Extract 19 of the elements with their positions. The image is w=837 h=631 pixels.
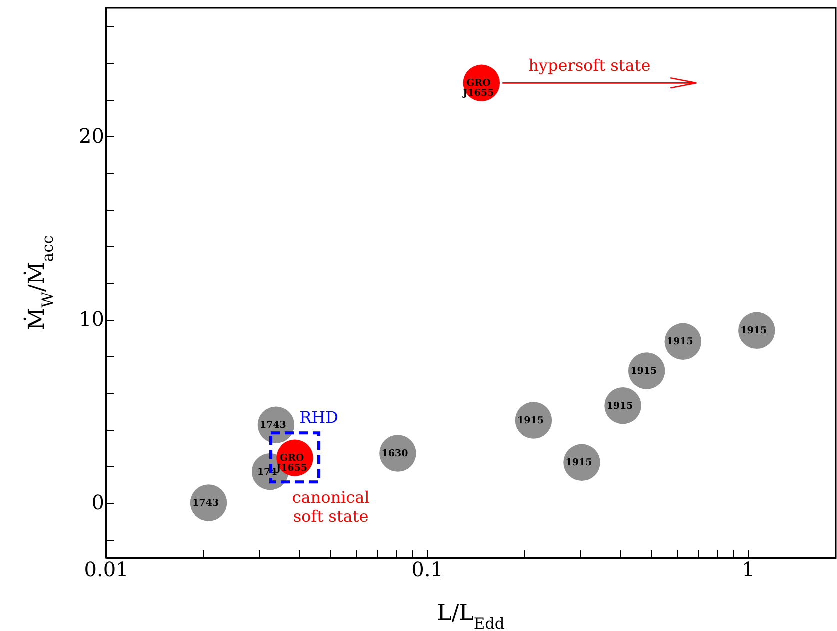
annotation: RHD [300,408,338,428]
annotation: 1743 [260,420,286,432]
y-tick-label: 20 [79,124,104,148]
annotation: 1915 [740,326,768,337]
x-tick-label: 0.01 [84,558,129,582]
y-tick-label: 0 [92,490,104,514]
annotation: 1743 [192,498,219,509]
annotation: 1915 [606,400,634,412]
x-axis-title: L/L$_{Edd}$ [437,601,505,631]
annotation: 1915 [566,458,592,469]
annotation: 1915 [630,366,658,377]
x-tick-label: 0.1 [412,558,444,582]
annotation: 1915 [517,416,544,426]
annotation: canonical soft state [292,488,370,526]
annotation: hypersoft state [528,56,651,76]
x-tick-label: 1 [742,558,755,582]
annotation: 1630 [382,448,409,460]
y-tick-label: 10 [79,307,104,332]
annotation: 1915 [666,336,694,348]
